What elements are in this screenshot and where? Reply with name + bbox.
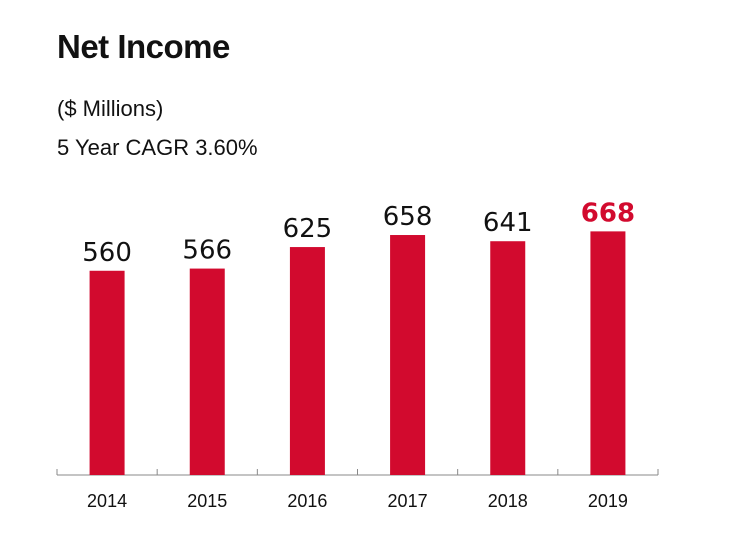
data-label-2018: 641 xyxy=(483,208,533,238)
chart-subtitle-units: ($ Millions) xyxy=(57,96,164,121)
x-tick-label-2019: 2019 xyxy=(588,491,628,511)
data-label-2017: 658 xyxy=(383,202,433,232)
x-tick-label-2015: 2015 xyxy=(187,491,227,511)
data-label-2014: 560 xyxy=(82,238,132,268)
bar-2019 xyxy=(590,231,626,475)
chart-subtitle-cagr: 5 Year CAGR 3.60% xyxy=(57,135,258,160)
data-label-2015: 566 xyxy=(182,236,232,266)
bar-2014 xyxy=(89,270,125,475)
chart-title: Net Income xyxy=(57,28,230,65)
bar-2015 xyxy=(189,268,225,475)
x-tick-label-2016: 2016 xyxy=(287,491,327,511)
bar-2016 xyxy=(289,247,325,475)
x-tick-label-2017: 2017 xyxy=(388,491,428,511)
bar-2017 xyxy=(390,235,426,475)
x-tick-label-2014: 2014 xyxy=(87,491,127,511)
data-label-2019: 668 xyxy=(581,198,635,228)
bar-2018 xyxy=(490,241,526,475)
x-tick-label-2018: 2018 xyxy=(488,491,528,511)
data-label-2016: 625 xyxy=(283,214,333,244)
